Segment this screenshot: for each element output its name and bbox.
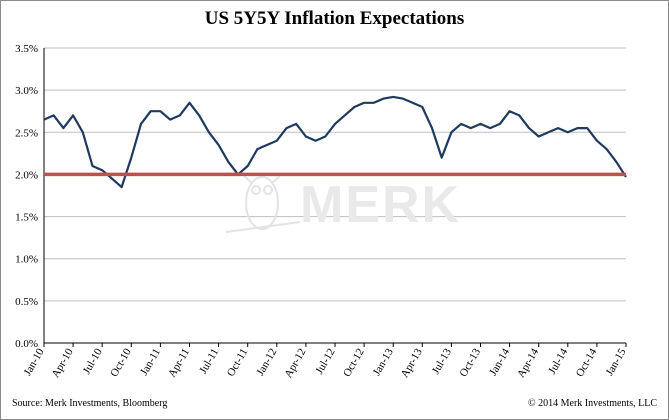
copyright-note: © 2014 Merk Investments, LLC (528, 398, 657, 409)
y-tick-label-1: 0.5% (15, 296, 38, 308)
y-tick-label-3: 1.5% (15, 212, 38, 224)
y-tick-label-0: 0.0% (15, 338, 38, 350)
series-layer (43, 95, 627, 189)
y-tick-label-5: 2.5% (15, 127, 38, 139)
x-tick-label-13: Apr-13 (399, 346, 425, 380)
x-tick-label-5: Apr-11 (166, 347, 192, 380)
y-tick-labels: 0.0% 0.5% 1.0% 1.5% 2.0% 2.5% 3.0% 3.5% (15, 43, 38, 350)
x-tick-label-2: Jul-10 (81, 346, 105, 376)
x-tick-label-16: Jan-14 (487, 346, 512, 378)
x-tick-label-8: Jan-12 (254, 347, 279, 378)
x-tick-label-6: Jul-11 (197, 347, 221, 376)
x-tick-labels: Jan-10 Apr-10 Jul-10 Oct-10 Jan-11 Apr-11 Jul-… (22, 346, 629, 380)
y-tick-label-7: 3.5% (15, 43, 38, 55)
x-tick-label-15: Oct-13 (457, 346, 483, 379)
y-tick-label-6: 3.0% (15, 85, 38, 97)
x-tick-label-1: Apr-10 (50, 346, 76, 380)
x-tick-label-19: Oct-14 (574, 346, 600, 379)
x-tick-label-4: Jan-11 (138, 347, 163, 378)
x-tick-label-3: Oct-10 (108, 346, 134, 379)
y-tick-label-2: 1.0% (15, 254, 38, 266)
watermark: MERK (225, 175, 461, 234)
x-tick-label-18: Jul-14 (546, 346, 570, 376)
x-tick-label-0: Jan-10 (22, 346, 47, 378)
y-tick-label-4: 2.0% (15, 169, 38, 181)
x-tick-label-9: Apr-12 (282, 347, 308, 380)
series-line (43, 95, 627, 189)
x-tick-label-11: Oct-12 (341, 347, 367, 379)
x-tick-label-14: Jul-13 (430, 346, 454, 376)
chart-title: US 5Y5Y Inflation Expectations (204, 8, 465, 29)
x-tick-label-12: Jan-13 (371, 346, 396, 378)
watermark-text: MERK (300, 176, 461, 234)
x-tick-label-7: Oct-11 (225, 347, 250, 379)
x-tick-label-17: Apr-14 (515, 346, 541, 380)
owl-logo (225, 175, 301, 233)
axes (43, 48, 627, 347)
source-note: Source: Merk Investments, Bloomberg (12, 398, 168, 409)
x-tick-label-20: Jan-15 (604, 346, 629, 378)
x-tick-label-10: Jul-12 (313, 347, 337, 377)
